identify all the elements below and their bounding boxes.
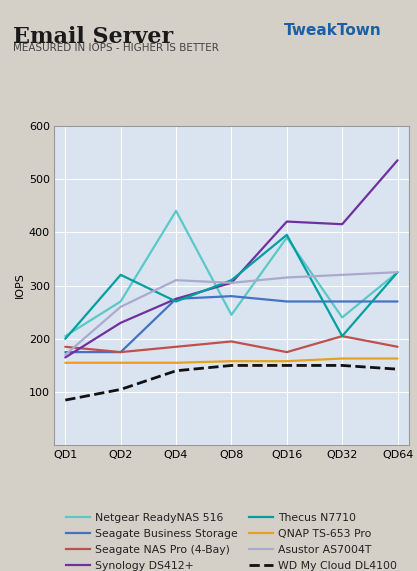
Text: TweakTown: TweakTown [284, 23, 381, 38]
Text: Email Server: Email Server [13, 26, 173, 48]
Y-axis label: IOPS: IOPS [15, 272, 25, 299]
Legend: Netgear ReadyNAS 516, Seagate Business Storage, Seagate NAS Pro (4-Bay), Synolog: Netgear ReadyNAS 516, Seagate Business S… [66, 513, 397, 571]
Text: MEASURED IN IOPS - HIGHER IS BETTER: MEASURED IN IOPS - HIGHER IS BETTER [13, 43, 219, 53]
